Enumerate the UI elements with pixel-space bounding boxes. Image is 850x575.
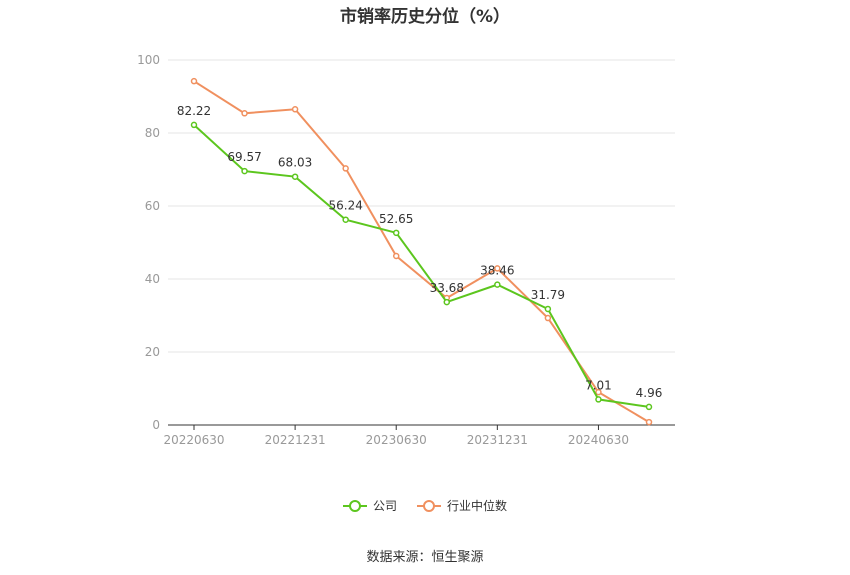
data-point-1 <box>241 110 248 117</box>
data-label: 4.96 <box>636 386 663 400</box>
data-point-1 <box>494 265 501 272</box>
data-point-1 <box>392 252 400 260</box>
legend-label-company: 公司 <box>372 499 397 513</box>
axis-layer: 0 20 40 60 80 100 20220630 20221231 20230630 2023… <box>137 53 675 447</box>
y-tick-label: 100 <box>137 53 160 67</box>
data-point-0 <box>291 173 299 180</box>
x-tick-label: 20231231 <box>467 433 528 447</box>
data-point-1 <box>645 418 653 426</box>
data-point-0 <box>645 403 653 411</box>
data-point-0 <box>544 305 552 313</box>
chart-title: 市销率历史分位（%） <box>339 7 511 27</box>
data-point-0 <box>443 298 451 306</box>
legend-item-company[interactable]: 公司 <box>342 497 397 514</box>
data-point-1 <box>291 106 299 113</box>
y-tick-label: 60 <box>145 199 160 213</box>
data-point-0 <box>190 121 198 129</box>
legend-marker-industry-median-icon <box>417 499 441 513</box>
grid-layer <box>168 59 675 353</box>
y-tick-label: 20 <box>145 345 160 359</box>
y-tick-label: 80 <box>145 126 160 140</box>
data-label: 52.65 <box>379 212 413 226</box>
data-label: 68.03 <box>278 156 312 170</box>
x-tick-label: 20220630 <box>163 433 224 447</box>
legend: 公司 行业中位数 <box>0 497 850 514</box>
series-layer <box>190 77 653 426</box>
legend-label-industry-median: 行业中位数 <box>447 499 508 513</box>
data-point-1 <box>190 77 198 85</box>
data-point-1 <box>544 314 552 322</box>
legend-item-industry-median[interactable]: 行业中位数 <box>417 497 507 514</box>
x-tick-label: 20221231 <box>265 433 326 447</box>
data-label: 56.24 <box>328 199 362 213</box>
data-label: 38.46 <box>480 264 514 278</box>
data-point-0 <box>392 229 400 237</box>
data-label: 33.68 <box>430 281 464 295</box>
x-tick-label: 20230630 <box>366 433 427 447</box>
x-tick-label: 20240630 <box>568 433 629 447</box>
data-point-0 <box>494 281 501 288</box>
data-label-layer: 82.22 69.57 68.03 56.24 52.65 33.68 38.46 31.79… <box>177 104 663 400</box>
data-label: 7.01 <box>585 378 612 392</box>
legend-marker-company-icon <box>342 499 367 513</box>
source-note: 数据来源：恒生聚源 <box>366 550 484 565</box>
data-point-0 <box>595 396 602 403</box>
data-label: 69.57 <box>227 150 261 164</box>
data-point-0 <box>342 216 349 223</box>
data-point-1 <box>342 165 349 172</box>
data-point-1 <box>595 388 602 396</box>
y-tick-label: 0 <box>152 418 160 432</box>
data-point-0 <box>241 167 248 175</box>
data-label: 82.22 <box>177 104 211 118</box>
series-line-1 <box>193 80 650 423</box>
series-line-0 <box>193 124 650 408</box>
y-tick-label: 40 <box>145 272 160 286</box>
data-label: 31.79 <box>531 288 565 302</box>
